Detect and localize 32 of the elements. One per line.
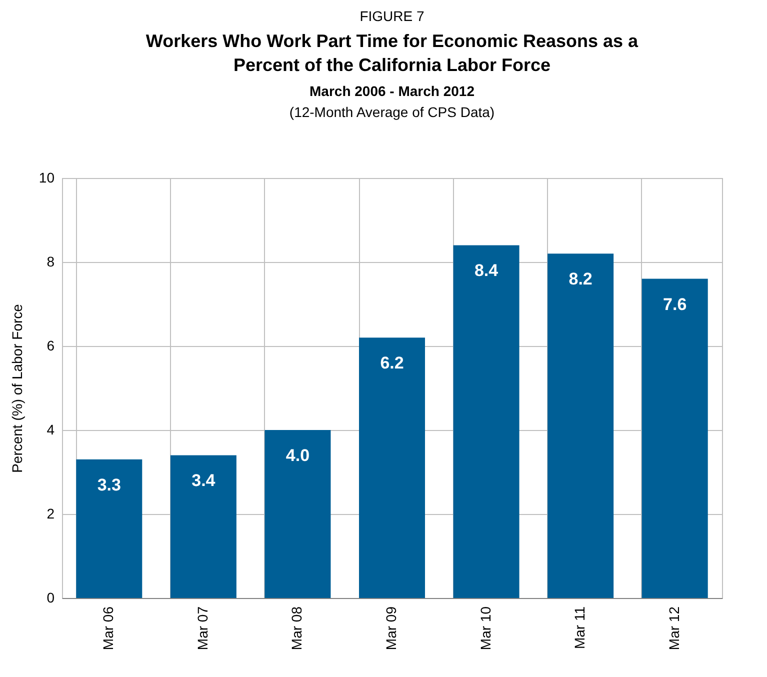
text: (12-Month Average of CPS Data) xyxy=(289,104,495,120)
y-tick-label: 10 xyxy=(38,170,55,186)
data-label: 3.3 xyxy=(97,475,121,494)
x-tick-label: Mar 09 xyxy=(383,606,399,650)
data-label: 4.0 xyxy=(286,446,310,465)
bar xyxy=(170,455,236,598)
y-tick-label: 8 xyxy=(46,254,55,270)
data-label: 7.6 xyxy=(663,294,687,314)
data-label: 6.2 xyxy=(380,354,404,373)
data-label: 8.2 xyxy=(568,270,592,289)
x-tick-label: Mar 10 xyxy=(477,606,494,650)
bar xyxy=(76,459,142,598)
caption: FIGURE 7 xyxy=(360,8,424,24)
chart-subtitle: March 2006 - March 2012 xyxy=(310,83,475,99)
bar xyxy=(453,245,520,598)
chart-title: Workers Who Work Part Time for Economic Reasons as a Percent of the California Labor Force xyxy=(146,31,640,75)
x-tick-label: Mar 08 xyxy=(288,606,305,650)
y-tick-label: 0 xyxy=(46,590,55,606)
bar xyxy=(359,338,425,598)
y-tick-label: 4 xyxy=(46,422,55,438)
x-tick-label: Mar 06 xyxy=(100,606,116,650)
data-label: 8.4 xyxy=(474,261,499,280)
x-tick-label: Mar 07 xyxy=(194,606,210,650)
x-tick-label: Mar 12 xyxy=(666,606,682,650)
y-tick-label: 2 xyxy=(46,506,55,522)
bar xyxy=(642,278,708,598)
x-tick-label: Mar 11 xyxy=(572,606,588,650)
data-label: 3.4 xyxy=(192,471,216,490)
y-axis-title: Percent (%) of Labor Force xyxy=(8,304,25,473)
y-tick-label: 6 xyxy=(46,338,55,354)
bar xyxy=(548,254,614,598)
bar xyxy=(264,430,331,598)
